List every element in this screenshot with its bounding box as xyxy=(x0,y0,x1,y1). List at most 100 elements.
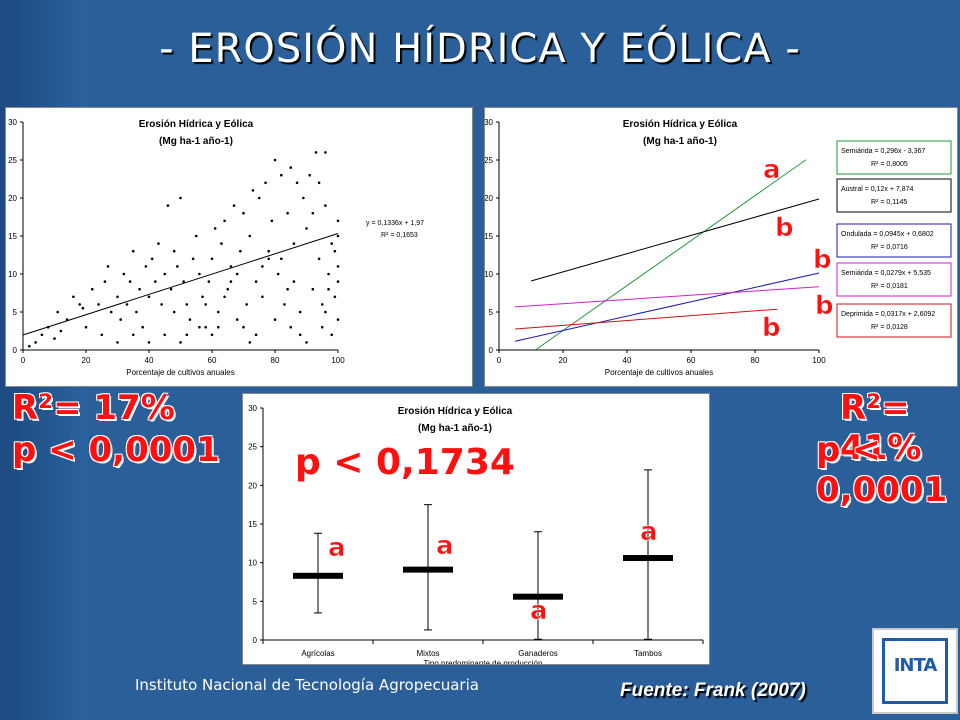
data-point xyxy=(261,295,264,299)
data-point xyxy=(239,249,242,253)
data-point xyxy=(289,325,293,329)
x-tick-label: 0 xyxy=(21,356,26,365)
data-point xyxy=(292,280,296,283)
data-point xyxy=(302,196,305,200)
data-point xyxy=(327,287,330,291)
data-point xyxy=(267,257,271,261)
series-r2: R² = 0,8005 xyxy=(871,161,908,168)
data-point xyxy=(106,265,110,268)
data-point xyxy=(273,318,277,321)
data-point xyxy=(198,272,201,276)
data-point xyxy=(179,341,182,344)
data-point xyxy=(147,341,151,344)
data-point xyxy=(248,234,252,238)
data-point xyxy=(317,181,321,185)
r2-right: R²= 41% xyxy=(840,388,922,468)
data-point xyxy=(100,333,104,337)
data-point xyxy=(207,280,211,283)
regression-chart: 0 5 10 15 20 25 30 0 20 40 60 80 100 Erosión Hídrica … xyxy=(485,118,952,377)
data-point xyxy=(336,234,340,238)
chart-title: Erosión Hídrica y Eólica xyxy=(398,406,513,417)
data-point xyxy=(97,303,100,306)
y-tick-label: 5 xyxy=(489,308,494,317)
data-point xyxy=(308,173,311,177)
source-citation: Fuente: Frank (2007) xyxy=(620,680,806,701)
data-point xyxy=(185,333,189,337)
category-label: Agrícolas xyxy=(301,649,334,658)
equation-label: y = 0,1336x + 1,97 xyxy=(366,220,424,227)
category-label: Mixtos xyxy=(416,649,439,658)
inta-logo: INTA xyxy=(872,628,958,714)
data-point xyxy=(28,344,31,348)
x-tick-label: 60 xyxy=(687,356,696,365)
data-point xyxy=(135,310,138,314)
y-tick-label: 15 xyxy=(8,232,17,241)
data-point xyxy=(261,265,264,268)
y-tick-label: 20 xyxy=(248,481,257,490)
data-point xyxy=(330,333,334,337)
institution-footer: Instituto Nacional de Tecnología Agropec… xyxy=(135,676,479,694)
data-point xyxy=(283,303,286,306)
data-point xyxy=(232,204,236,207)
data-point xyxy=(314,151,318,154)
x-tick-label: 80 xyxy=(271,356,280,365)
data-point xyxy=(317,257,321,261)
data-point xyxy=(336,219,340,223)
y-tick-label: 10 xyxy=(248,559,257,568)
x-axis-label: Tipo predominante de producción xyxy=(424,659,543,664)
r2-label: R² = 0,1653 xyxy=(381,232,418,239)
data-point xyxy=(182,280,185,283)
scatter-chart-panel: 0 5 10 15 20 25 30 0 20 40 60 80 100 Erosión Hídrica … xyxy=(5,107,473,387)
y-tick-label: 0 xyxy=(489,346,494,355)
significance-letter: a xyxy=(328,533,346,563)
data-point xyxy=(280,173,283,177)
data-point xyxy=(172,249,176,253)
data-point xyxy=(81,306,85,310)
data-point xyxy=(292,242,296,245)
production-chart-panel: 0 5 10 15 20 25 30 Erosión Hídrica y Eólica (Mg … xyxy=(242,393,710,665)
r2-left: R²= 17% xyxy=(12,388,175,428)
data-point xyxy=(213,227,217,230)
category-label: Tambos xyxy=(634,649,662,658)
data-point xyxy=(289,166,293,169)
data-point xyxy=(163,333,167,337)
data-point xyxy=(176,265,179,268)
data-point xyxy=(226,287,230,291)
significance-letter: a xyxy=(436,531,454,561)
data-point xyxy=(273,158,277,162)
series-label-box xyxy=(836,303,952,338)
chart-title: Erosión Hídrica y Eólica xyxy=(139,119,254,130)
series-equation: Ondulada = 0,0945x + 0,6802 xyxy=(841,231,934,238)
production-chart: 0 5 10 15 20 25 30 Erosión Hídrica y Eólica (Mg … xyxy=(248,404,704,664)
data-point xyxy=(235,318,239,321)
series-line xyxy=(514,272,820,342)
significance-letter: b xyxy=(762,313,781,343)
data-point xyxy=(204,325,207,329)
series-r2: R² = 0,0128 xyxy=(871,324,908,331)
y-tick-label: 20 xyxy=(485,194,494,203)
data-point xyxy=(179,196,182,200)
data-point xyxy=(242,325,245,329)
mean-bar xyxy=(293,572,343,579)
data-point xyxy=(144,265,148,268)
data-point xyxy=(188,318,192,321)
data-point xyxy=(194,234,198,238)
data-point xyxy=(305,227,308,230)
x-axis-label: Porcentaje de cultivos anuales xyxy=(126,368,235,377)
data-point xyxy=(109,310,113,314)
data-point xyxy=(160,303,163,306)
data-point xyxy=(210,333,214,337)
data-point xyxy=(333,249,337,253)
y-tick-label: 20 xyxy=(8,194,17,203)
data-point xyxy=(305,341,308,344)
series-equation: Deprimida = 0,0317x + 2,6092 xyxy=(841,311,935,318)
data-point xyxy=(172,310,176,314)
data-point xyxy=(56,310,59,314)
y-tick-label: 10 xyxy=(485,270,494,279)
x-tick-label: 40 xyxy=(145,356,154,365)
y-tick-label: 25 xyxy=(8,156,17,165)
chart-title: Erosión Hídrica y Eólica xyxy=(623,119,738,130)
mean-bar xyxy=(403,566,453,573)
x-tick-label: 40 xyxy=(623,356,632,365)
x-tick-label: 100 xyxy=(812,356,826,365)
